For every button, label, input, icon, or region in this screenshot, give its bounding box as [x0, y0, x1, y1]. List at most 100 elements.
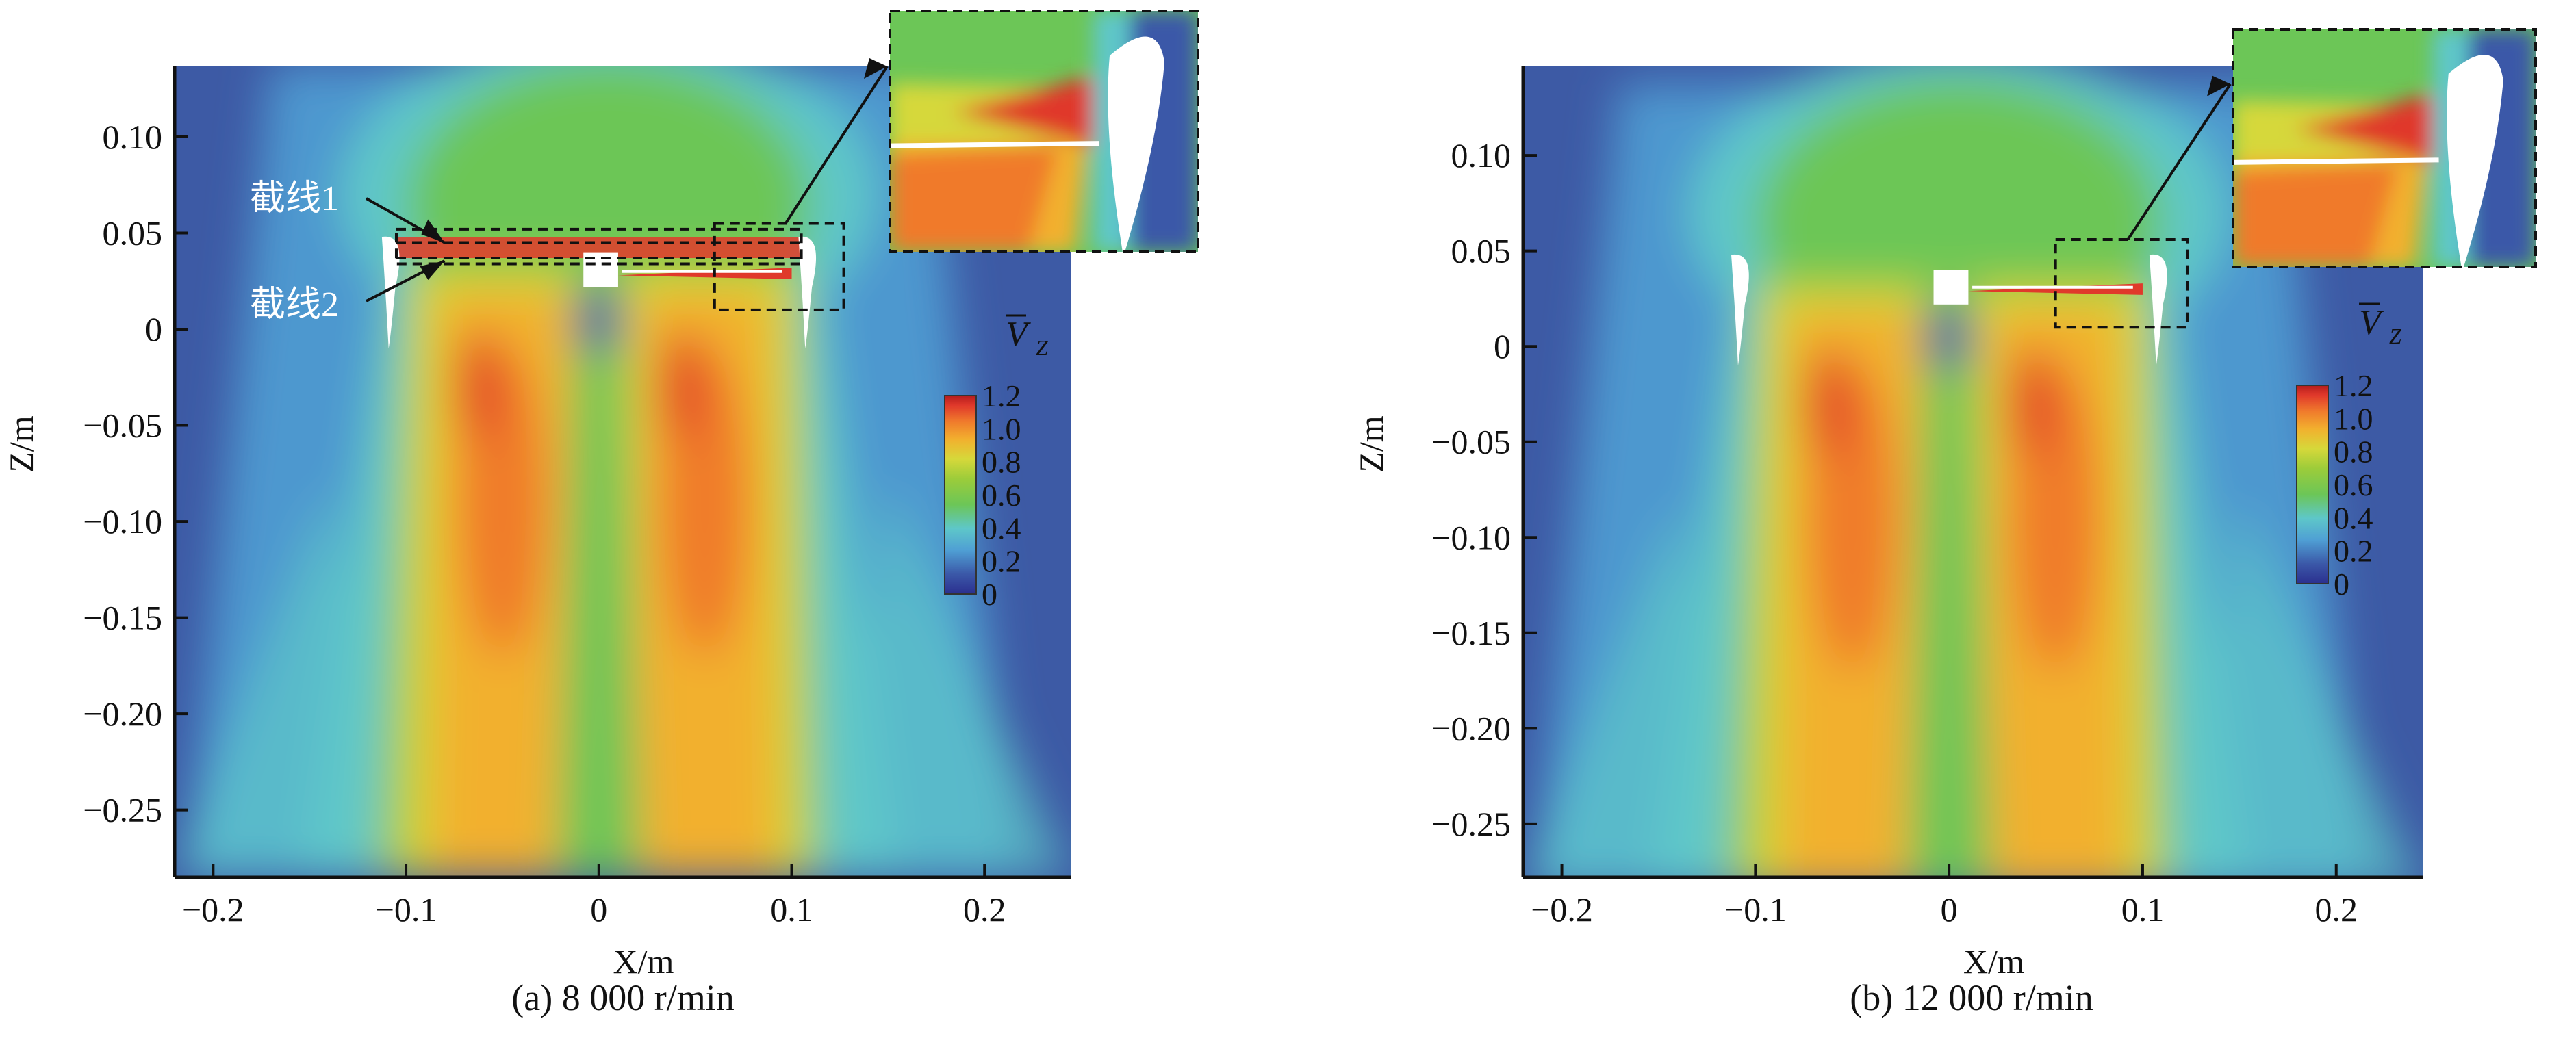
rotor-hub — [1933, 270, 1969, 305]
colorbar-tick-label: 0.6 — [982, 478, 1021, 513]
flank-right — [2193, 499, 2417, 877]
colorbar-scale — [944, 395, 977, 595]
hub-wake — [1926, 302, 1973, 372]
y-tick-label: 0 — [145, 310, 162, 348]
colorbar-tick-label: 1.0 — [2334, 401, 2373, 436]
x-tick-label: 0.2 — [2314, 890, 2358, 929]
colorbar-tick-label: 0.6 — [2334, 467, 2373, 502]
colorbar-tick-label: 1.2 — [982, 378, 1021, 413]
colorbar-tick-label: 1.0 — [982, 411, 1021, 446]
x-tick-label: 0.1 — [2121, 890, 2165, 929]
jet-max-0 — [456, 329, 502, 445]
colorbar-tick-label: 0.4 — [2334, 500, 2373, 535]
inset-frame — [2232, 28, 2537, 268]
inset-blade-tip — [2447, 55, 2503, 267]
y-tick-label: 0.05 — [1451, 232, 1512, 270]
axes-b: −0.2 −0.1 0 0.1 0.20.100.050−0.05−0.10−0.15−… — [1431, 66, 2423, 929]
annotation-section-1: 截线1 — [250, 179, 339, 218]
zoom-arrow — [784, 65, 889, 224]
jet-max-1 — [2008, 346, 2056, 461]
inset-b — [2232, 28, 2537, 268]
flank-left — [1528, 499, 1716, 877]
jet-max-1 — [659, 329, 705, 445]
flank-left — [175, 482, 368, 877]
inset-lower-core — [890, 143, 1060, 252]
colorbar-tick-label: 0.2 — [2334, 534, 2373, 569]
y-tick-label: −0.20 — [83, 695, 162, 733]
y-tick-label: −0.25 — [1431, 805, 1511, 843]
colorbar-label-subscript: Z — [1036, 335, 1049, 360]
annotation-2-arrowhead — [420, 261, 445, 281]
caption-a: (a) 8 000 r/min — [511, 977, 734, 1018]
inset-a — [889, 10, 1199, 253]
colorbar-b: 1.21.00.80.60.40.20 V Z — [2296, 302, 2402, 602]
center-wake — [1907, 289, 1991, 877]
inset-blade-tip — [1108, 36, 1164, 252]
duct-blade-left — [1731, 254, 1749, 366]
x-tick-label: 0.2 — [963, 890, 1006, 929]
panel-a: −0.2 −0.1 0 0.1 0.20.100.050−0.05−0.10−0.15−… — [2, 10, 1199, 1018]
x-tick-label: 0.1 — [770, 890, 813, 929]
y-axis-label-a: Z/m — [2, 415, 40, 472]
y-tick-label: 0.05 — [103, 214, 163, 253]
zoom-arrow-head — [2207, 75, 2230, 96]
y-tick-label: −0.10 — [83, 502, 162, 541]
y-tick-label: −0.05 — [83, 406, 162, 445]
y-tick-label: −0.15 — [83, 599, 162, 637]
colorbar-a: 1.21.00.80.60.40.20 V Z — [944, 314, 1049, 612]
x-tick-label: 0 — [590, 890, 607, 929]
colorbar-tick-label: 0.8 — [2334, 435, 2373, 469]
colorbar-tick-label: 0.4 — [982, 510, 1021, 545]
duct-blade-right — [2149, 254, 2167, 366]
y-tick-label: −0.15 — [1431, 614, 1511, 652]
hub-wake — [575, 285, 622, 354]
axes-a: −0.2 −0.1 0 0.1 0.20.100.050−0.05−0.10−0.15−… — [83, 66, 1071, 929]
jet-max-0 — [1805, 346, 1852, 461]
x-axis-label-a: X/m — [613, 942, 674, 981]
colorbar-tick-label: 0 — [982, 577, 997, 612]
y-tick-label: −0.20 — [1431, 709, 1511, 747]
colorbar-label: V — [2359, 303, 2384, 342]
colorbar-tick-label: 0.8 — [982, 445, 1021, 480]
blades-b — [1731, 254, 2167, 366]
zoom-region-box — [713, 222, 845, 311]
panel-b: −0.2 −0.1 0 0.1 0.20.100.050−0.05−0.10−0.15−… — [1352, 28, 2537, 1018]
y-tick-label: 0.10 — [1451, 136, 1512, 174]
x-axis-label-b: X/m — [1963, 942, 2024, 981]
zoom-arrow — [2126, 83, 2232, 241]
x-tick-label: −0.2 — [1531, 890, 1593, 929]
flank-right — [839, 482, 1071, 877]
colorbar-label-subscript: Z — [2389, 324, 2402, 348]
y-tick-label: 0.10 — [103, 118, 163, 156]
inset-blade-chord — [890, 141, 1100, 148]
x-tick-label: −0.1 — [1724, 890, 1787, 929]
duct-blade-left — [381, 236, 400, 349]
duct-blade-right — [798, 236, 817, 349]
y-tick-label: −0.10 — [1431, 518, 1511, 556]
y-axis-label-b: Z/m — [1352, 415, 1390, 472]
y-tick-label: −0.25 — [83, 791, 162, 829]
colorbar-scale — [2296, 385, 2329, 584]
x-tick-label: 0 — [1941, 890, 1958, 929]
inset-frame — [889, 10, 1199, 253]
zoom-arrow-head — [864, 57, 887, 79]
inset-red-wedge — [2293, 88, 2451, 168]
y-tick-label: 0 — [1494, 327, 1511, 365]
x-tick-label: −0.2 — [182, 890, 244, 929]
inset-red-wedge — [952, 71, 1112, 151]
inset-blade-chord — [2233, 157, 2439, 165]
colorbar-tick-label: 1.2 — [2334, 368, 2373, 403]
y-tick-label: −0.05 — [1431, 423, 1511, 461]
caption-b: (b) 12 000 r/min — [1850, 977, 2093, 1018]
overlay-a — [366, 57, 889, 311]
inset-lower-core — [2233, 159, 2400, 267]
colorbar-label: V — [1006, 315, 1031, 354]
colorbar-tick-label: 0.2 — [982, 544, 1021, 579]
colorbar-tick-label: 0 — [2334, 567, 2349, 602]
x-tick-label: −0.1 — [375, 890, 437, 929]
zoom-region-box — [2054, 237, 2189, 329]
annotation-1-arrowhead — [421, 219, 445, 243]
annotation-section-2: 截线2 — [250, 285, 339, 324]
overlay-b — [2054, 75, 2232, 329]
